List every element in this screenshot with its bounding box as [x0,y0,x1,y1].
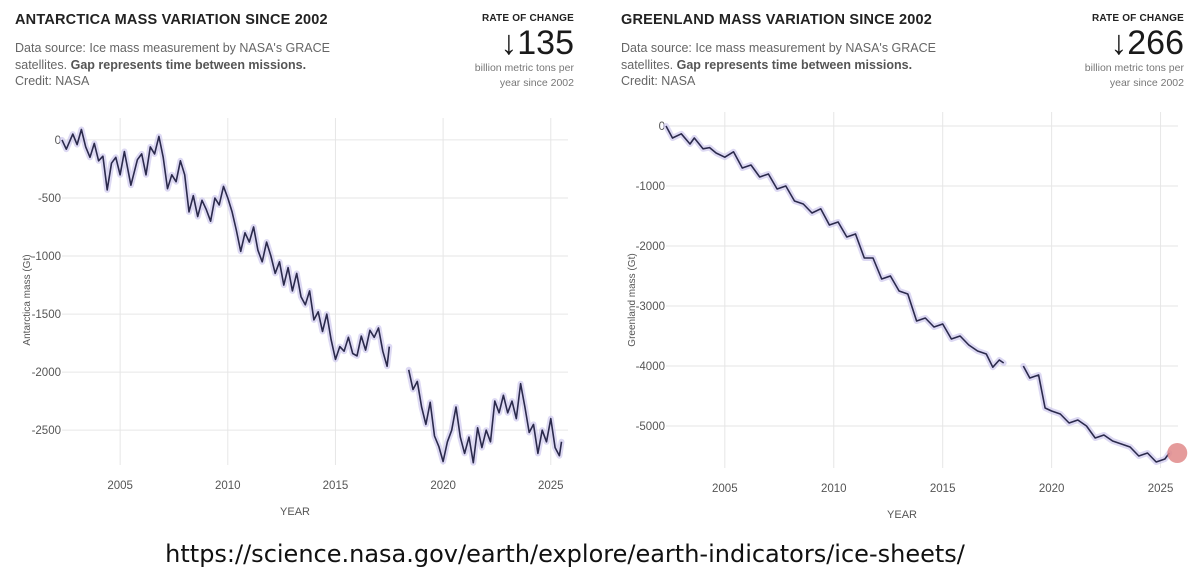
uncertainty-band [663,123,1007,371]
rate-label: RATE OF CHANGE [1091,13,1184,24]
y-tick-label: -500 [38,193,61,205]
credit-text: Credit: NASA [15,74,90,88]
y-tick-label: -2500 [32,425,61,437]
latest-value-marker [1167,443,1188,463]
mass-series-line [61,128,391,368]
mass-series-line [1022,365,1170,463]
rate-unit-line-2: year since 2002 [499,77,574,89]
x-tick-label: 2025 [1148,483,1174,495]
x-tick-label: 2015 [323,480,349,492]
y-tick-label: -2000 [636,241,665,253]
x-tick-label: 2020 [430,480,456,492]
mass-series-line [665,125,1005,369]
gap-note: Gap represents time between missions. [70,57,307,72]
rate-value: ↓266 [1110,24,1184,62]
rate-of-change: RATE OF CHANGE ↓266 billion metric tons … [1044,13,1184,91]
source-url[interactable]: https://science.nasa.gov/earth/explore/e… [165,540,965,568]
chart-title: ANTARCTICA MASS VARIATION SINCE 2002 [15,12,328,28]
y-tick-label: -1000 [32,251,61,263]
greenland-mass-chart: 2005 2010 2015 2020 2025 0 -1000 -2000 -3000 -400… [627,112,1188,521]
credit-text: Credit: NASA [621,74,696,88]
x-axis-label: YEAR [280,506,310,518]
x-axis-label: YEAR [887,509,917,521]
gap-note: Gap represents time between missions. [676,57,913,72]
y-axis-label: Greenland mass (Gt) [627,253,638,346]
data-source-note: Data source: Ice mass measurement by NAS… [15,40,355,90]
y-tick-label: -5000 [636,421,665,433]
source-text: Data source: Ice mass measurement by NAS… [621,41,936,72]
antarctica-panel: ANTARCTICA MASS VARIATION SINCE 2002 Dat… [0,0,600,530]
y-tick-label: -3000 [636,301,665,313]
y-tick-label: -2000 [32,367,61,379]
source-text: Data source: Ice mass measurement by NAS… [15,41,330,72]
y-tick-label: -1000 [636,181,665,193]
x-tick-label: 2005 [712,483,738,495]
y-tick-label: -1500 [32,309,61,321]
rate-of-change: RATE OF CHANGE ↓135 billion metric tons … [434,13,574,91]
x-tick-label: 2005 [107,480,133,492]
y-tick-label: -4000 [636,361,665,373]
y-tick-label: 0 [659,121,665,133]
chart-title: GREENLAND MASS VARIATION SINCE 2002 [621,12,933,28]
x-tick-label: 2025 [538,480,564,492]
antarctica-mass-chart: 2005 2010 2015 2020 2025 0 -500 -1000 -1500 -2000… [22,118,568,518]
x-tick-label: 2010 [821,483,847,495]
rate-value: ↓135 [500,24,574,62]
rate-unit-line-1: billion metric tons per [474,62,574,74]
y-axis-label: Antarctica mass (Gt) [22,254,33,345]
data-source-note: Data source: Ice mass measurement by NAS… [621,40,961,90]
uncertainty-band [1020,363,1173,465]
rate-label: RATE OF CHANGE [481,13,574,24]
rate-unit-line-2: year since 2002 [1109,77,1184,89]
x-tick-label: 2020 [1039,483,1065,495]
x-tick-label: 2010 [215,480,241,492]
greenland-panel: GREENLAND MASS VARIATION SINCE 2002 Data… [606,0,1200,530]
x-tick-label: 2015 [930,483,956,495]
y-tick-label: 0 [55,135,61,147]
rate-unit-line-1: billion metric tons per [1084,62,1184,74]
mass-series-line [407,369,563,464]
